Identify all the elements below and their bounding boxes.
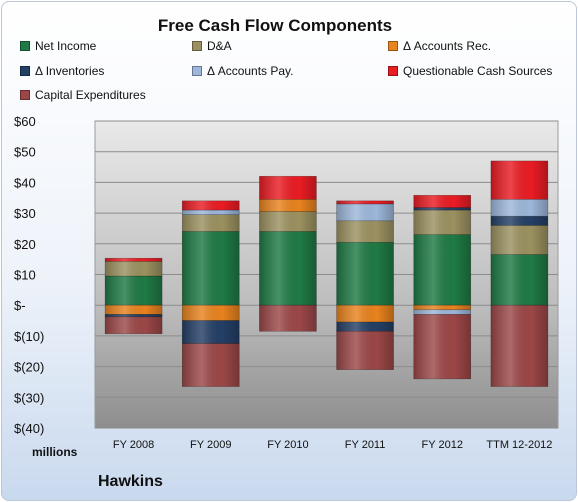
bar-segment-shade	[105, 276, 163, 306]
bar-segment-shade	[105, 314, 163, 317]
legend-label: D&A	[207, 39, 232, 53]
y-tick-label: $10	[14, 268, 36, 283]
bar-segment-shade	[490, 160, 548, 200]
bar-segment-shade	[105, 305, 163, 315]
legend-swatch	[388, 41, 398, 51]
legend-swatch	[388, 66, 398, 76]
bar-segment-shade	[259, 199, 317, 212]
bar-segment-shade	[182, 320, 240, 344]
bar-segment-shade	[490, 225, 548, 255]
x-tick-label: FY 2009	[190, 439, 231, 451]
bar-segment-shade	[336, 242, 394, 306]
y-tick-label: $50	[14, 145, 36, 160]
bar-segment-shade	[259, 231, 317, 306]
legend-swatch	[20, 90, 30, 100]
chart-title: Free Cash Flow Components	[157, 16, 393, 35]
bar-segment-shade	[413, 305, 471, 310]
legend-label: Δ Accounts Pay.	[207, 64, 294, 78]
legend-item: Δ Inventories	[20, 64, 104, 78]
bar-segment-shade	[336, 331, 394, 370]
legend-swatch	[192, 41, 202, 51]
y-tick-label: $(30)	[14, 390, 44, 405]
y-tick-label: $(40)	[14, 421, 44, 436]
legend-swatch	[20, 41, 30, 51]
bar-segment-shade	[490, 254, 548, 306]
bar-segment-shade	[105, 261, 163, 277]
y-tick-label: $20	[14, 237, 36, 252]
bar-segment-shade	[490, 216, 548, 226]
bar-segment-shade	[182, 305, 240, 321]
bar-segment-shade	[336, 200, 394, 204]
bar-segment-shade	[336, 203, 394, 221]
legend-item: Net Income	[20, 39, 96, 53]
bar-segment-shade	[182, 200, 240, 211]
bar-segment-shade	[336, 322, 394, 332]
bar-segment-shade	[105, 316, 163, 334]
legend-label: Δ Accounts Rec.	[403, 39, 492, 53]
y-tick-label: $(20)	[14, 360, 44, 375]
bar-segment-shade	[413, 195, 471, 208]
y-tick-label: $-	[14, 298, 26, 313]
bar-segment-shade	[413, 314, 471, 379]
legend-item: Δ Accounts Pay.	[192, 64, 294, 78]
legend-item: Questionable Cash Sources	[388, 64, 552, 78]
x-tick-label: FY 2011	[345, 439, 386, 451]
legend-label: Capital Expenditures	[35, 88, 146, 102]
bar-segment-shade	[413, 210, 471, 235]
bar-segment-shade	[413, 309, 471, 315]
legend-item: Capital Expenditures	[20, 88, 146, 102]
x-tick-label: FY 2010	[267, 439, 308, 451]
bar-segment-shade	[490, 199, 548, 217]
legend-swatch	[192, 66, 202, 76]
x-tick-label: FY 2008	[113, 439, 154, 451]
legend-label: Net Income	[35, 39, 97, 53]
bar-segment-shade	[182, 210, 240, 215]
y-axis-unit-label: millions	[32, 445, 78, 459]
bar-segment-shade	[336, 220, 394, 243]
bar-segment-shade	[490, 305, 548, 387]
bar-segment-shade	[182, 214, 240, 232]
x-tick-label: FY 2012	[422, 439, 463, 451]
bar-segment-shade	[182, 231, 240, 306]
y-tick-label: $40	[14, 175, 36, 190]
bar-segment-shade	[336, 305, 394, 323]
legend-item: Δ Accounts Rec.	[388, 39, 491, 53]
bar-segment-shade	[105, 258, 163, 262]
bar-segment-shade	[413, 234, 471, 306]
y-tick-label: $30	[14, 206, 36, 221]
company-label: Hawkins	[98, 473, 163, 490]
legend-item: D&A	[192, 39, 232, 53]
bar-segment-shade	[259, 176, 317, 200]
bar-segment-shade	[259, 305, 317, 332]
y-tick-label: $(10)	[14, 329, 44, 344]
bar-segment-shade	[413, 207, 471, 211]
y-tick-label: $60	[14, 114, 36, 129]
bar-segment-shade	[182, 343, 240, 387]
legend-label: Δ Inventories	[35, 64, 105, 78]
x-tick-label: TTM 12-2012	[486, 439, 552, 451]
legend-swatch	[20, 66, 30, 76]
bar-segment-shade	[259, 211, 317, 232]
legend-label: Questionable Cash Sources	[403, 64, 553, 78]
